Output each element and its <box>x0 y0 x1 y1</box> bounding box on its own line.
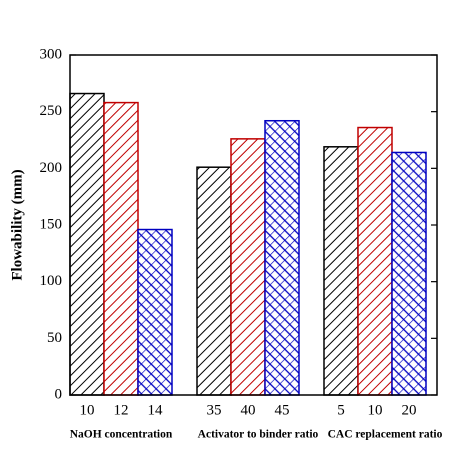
group-label: CAC replacement ratio <box>328 429 443 441</box>
bar <box>103 101 139 396</box>
group-label: NaOH concentration <box>70 429 173 441</box>
bar <box>137 228 173 396</box>
x-tick-label: 14 <box>148 402 164 418</box>
bar <box>323 146 359 396</box>
bar <box>357 126 393 396</box>
x-tick-label: 45 <box>275 402 290 418</box>
y-tick-label: 300 <box>40 46 63 62</box>
y-tick-label: 250 <box>40 103 63 119</box>
y-tick-label: 100 <box>40 273 63 289</box>
y-tick-label: 200 <box>40 160 63 176</box>
x-tick-label: 5 <box>337 402 345 418</box>
y-tick-label: 0 <box>55 386 63 402</box>
y-tick-label: 50 <box>47 330 62 346</box>
x-tick-label: 40 <box>241 402 256 418</box>
y-tick-label: 150 <box>40 216 63 232</box>
x-tick-label: 10 <box>368 402 383 418</box>
x-tick-label: 20 <box>402 402 417 418</box>
x-tick-label: 12 <box>114 402 129 418</box>
y-axis-label: Flowability (mm) <box>9 169 25 280</box>
bar <box>230 138 266 396</box>
bar <box>391 151 427 396</box>
bar <box>69 92 105 396</box>
x-tick-label: 10 <box>80 402 95 418</box>
bar <box>264 119 300 396</box>
x-tick-label: 35 <box>207 402 222 418</box>
group-label: Activator to binder ratio <box>198 429 319 441</box>
plot-frame <box>69 54 438 396</box>
bar <box>196 166 232 396</box>
